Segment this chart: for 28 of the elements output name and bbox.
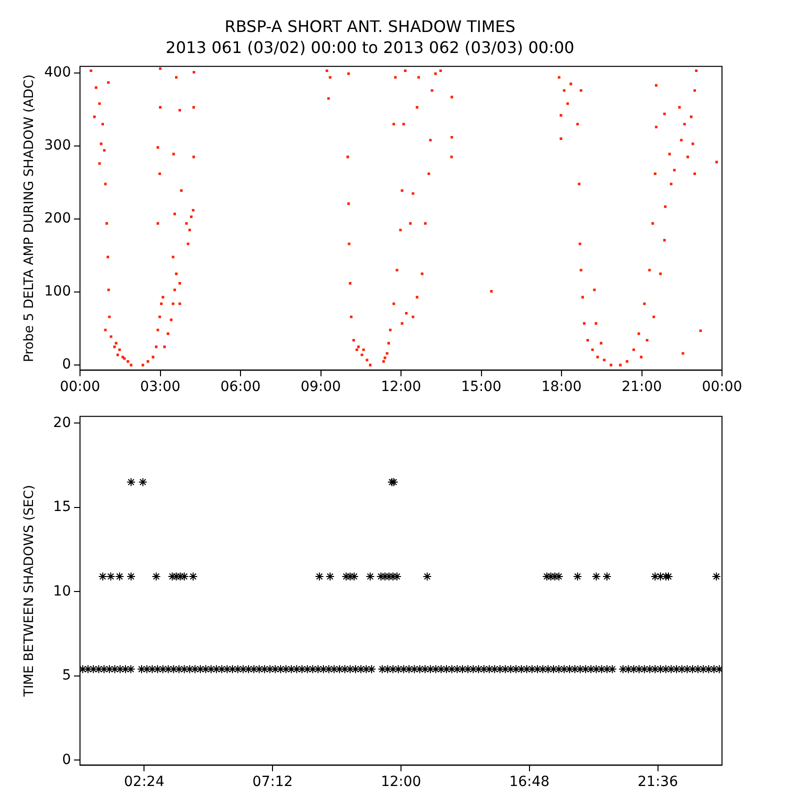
x-tick-label: 09:00 (300, 379, 341, 396)
x-tick-label: 00:00 (60, 379, 100, 396)
x-tick-label: 16:48 (509, 774, 550, 790)
x-tick-label: 21:00 (622, 379, 662, 396)
x-tick-label: 12:00 (380, 379, 422, 396)
y-tick-label: 100 (44, 284, 71, 300)
y-tick-label: 400 (44, 64, 71, 81)
x-tick-label: 12:00 (380, 774, 422, 790)
y-tick-label: 15 (53, 499, 71, 516)
x-tick-label: 03:00 (140, 379, 180, 396)
x-tick-label: 21:36 (638, 774, 678, 790)
x-tick-label: 18:00 (541, 379, 582, 396)
y-tick-label: 0 (62, 752, 71, 768)
y-tick-label: 0 (62, 356, 71, 373)
y-axis-title: TIME BETWEEN SHADOWS (SEC) (22, 484, 38, 698)
y-tick-label: 300 (44, 138, 71, 154)
x-tick-label: 07:12 (252, 774, 293, 790)
y-tick-label: 20 (53, 414, 71, 431)
y-tick-label: 5 (62, 668, 71, 684)
chart-subtitle: 2013 061 (03/02) 00:00 to 2013 062 (03/03) 00:00 (166, 38, 574, 57)
x-tick-label: 00:00 (702, 379, 742, 396)
chart-title: RBSP-A SHORT ANT. SHADOW TIMES (224, 16, 516, 36)
y-axis-title: Probe 5 DELTA AMP DURING SHADOW (ADC) (22, 74, 38, 362)
x-tick-label: 15:00 (461, 379, 502, 396)
y-tick-label: 200 (44, 210, 71, 227)
y-tick-label: 10 (53, 583, 71, 600)
x-tick-label: 06:00 (220, 379, 261, 396)
x-tick-label: 02:24 (124, 774, 164, 790)
